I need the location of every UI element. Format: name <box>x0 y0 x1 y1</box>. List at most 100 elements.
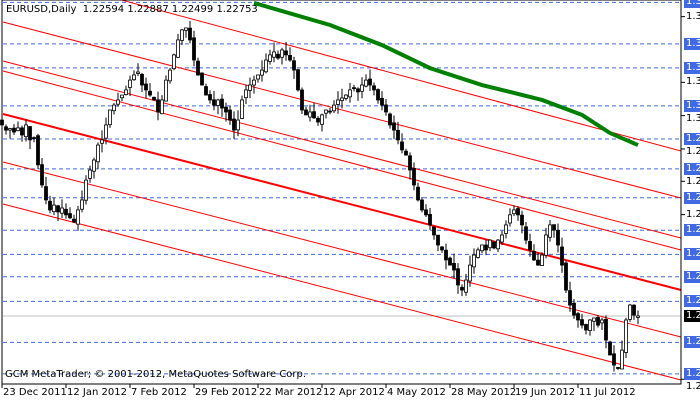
candle[interactable] <box>164 75 168 102</box>
candle[interactable] <box>592 317 596 331</box>
candle[interactable] <box>132 70 136 81</box>
candle[interactable] <box>556 223 560 253</box>
candle[interactable] <box>604 315 608 349</box>
candle[interactable] <box>176 33 180 59</box>
candle[interactable] <box>328 107 332 115</box>
candle[interactable] <box>100 130 104 153</box>
candle[interactable] <box>620 340 624 370</box>
candle[interactable] <box>468 255 472 287</box>
candle[interactable] <box>608 340 612 356</box>
candle[interactable] <box>52 197 56 216</box>
candle[interactable] <box>600 317 604 330</box>
candle[interactable] <box>516 206 520 221</box>
candle[interactable] <box>532 244 536 261</box>
candle[interactable] <box>396 121 400 145</box>
candle[interactable] <box>456 263 460 294</box>
candle[interactable] <box>548 220 552 242</box>
candle[interactable] <box>340 88 344 109</box>
candle[interactable] <box>228 106 232 125</box>
candle[interactable] <box>372 82 376 96</box>
candle[interactable] <box>520 210 524 234</box>
candle[interactable] <box>268 49 272 65</box>
candle[interactable] <box>460 284 464 297</box>
candle[interactable] <box>304 106 308 116</box>
candle[interactable] <box>404 148 408 156</box>
candle[interactable] <box>528 233 532 257</box>
channel-line[interactable] <box>2 21 682 199</box>
candle[interactable] <box>316 116 320 126</box>
candle[interactable] <box>208 90 212 104</box>
candle[interactable] <box>440 246 444 253</box>
candle[interactable] <box>584 323 588 335</box>
candle[interactable] <box>4 124 8 135</box>
candle[interactable] <box>136 63 140 77</box>
candle[interactable] <box>492 240 496 250</box>
candle[interactable] <box>572 299 576 319</box>
candle[interactable] <box>276 50 280 60</box>
candle[interactable] <box>104 117 108 145</box>
candle[interactable] <box>400 133 404 154</box>
candle[interactable] <box>484 239 488 256</box>
candle[interactable] <box>124 85 128 96</box>
candle[interactable] <box>8 127 12 139</box>
candle[interactable] <box>196 57 200 76</box>
candle[interactable] <box>428 207 432 230</box>
channel-line[interactable] <box>2 70 682 251</box>
candle[interactable] <box>140 72 144 92</box>
candle[interactable] <box>68 207 72 220</box>
candle[interactable] <box>496 238 500 252</box>
candle[interactable] <box>144 77 148 99</box>
candle[interactable] <box>116 92 120 107</box>
candle[interactable] <box>128 75 132 97</box>
candle[interactable] <box>332 100 336 114</box>
candle[interactable] <box>288 47 292 62</box>
candle[interactable] <box>360 77 364 99</box>
candle[interactable] <box>172 53 176 71</box>
candle[interactable] <box>112 102 116 115</box>
candle[interactable] <box>256 74 260 83</box>
candle[interactable] <box>380 91 384 111</box>
candle[interactable] <box>264 53 268 74</box>
candle[interactable] <box>384 98 388 116</box>
candle[interactable] <box>28 126 32 150</box>
candle[interactable] <box>192 30 196 67</box>
candle[interactable] <box>348 82 352 103</box>
candle[interactable] <box>260 60 264 82</box>
candle[interactable] <box>580 313 584 329</box>
candle[interactable] <box>156 91 160 121</box>
candle[interactable] <box>508 208 512 227</box>
candle[interactable] <box>224 102 228 122</box>
candle[interactable] <box>148 83 152 97</box>
candle[interactable] <box>480 244 484 254</box>
candle[interactable] <box>560 237 564 273</box>
candle[interactable] <box>200 72 204 86</box>
candle[interactable] <box>120 94 124 102</box>
candle[interactable] <box>416 182 420 202</box>
candle[interactable] <box>184 27 188 38</box>
candle[interactable] <box>240 95 244 120</box>
candle[interactable] <box>420 196 424 213</box>
candle[interactable] <box>300 87 304 114</box>
candle[interactable] <box>336 91 340 114</box>
candle[interactable] <box>500 230 504 246</box>
candle[interactable] <box>80 190 84 213</box>
candle[interactable] <box>616 367 620 370</box>
candle[interactable] <box>476 247 480 259</box>
candle[interactable] <box>92 157 96 179</box>
candle[interactable] <box>88 165 92 183</box>
candle[interactable] <box>32 136 36 143</box>
candle[interactable] <box>16 121 20 132</box>
candle[interactable] <box>216 98 220 115</box>
candle[interactable] <box>628 303 632 322</box>
candle[interactable] <box>48 195 52 214</box>
candle[interactable] <box>64 203 68 219</box>
candle[interactable] <box>448 256 452 266</box>
candle[interactable] <box>552 224 556 238</box>
candle[interactable] <box>544 227 548 259</box>
candle[interactable] <box>292 56 296 79</box>
channel-line[interactable] <box>2 60 682 239</box>
candle[interactable] <box>412 162 416 191</box>
candle[interactable] <box>356 87 360 101</box>
candle[interactable] <box>272 42 276 63</box>
